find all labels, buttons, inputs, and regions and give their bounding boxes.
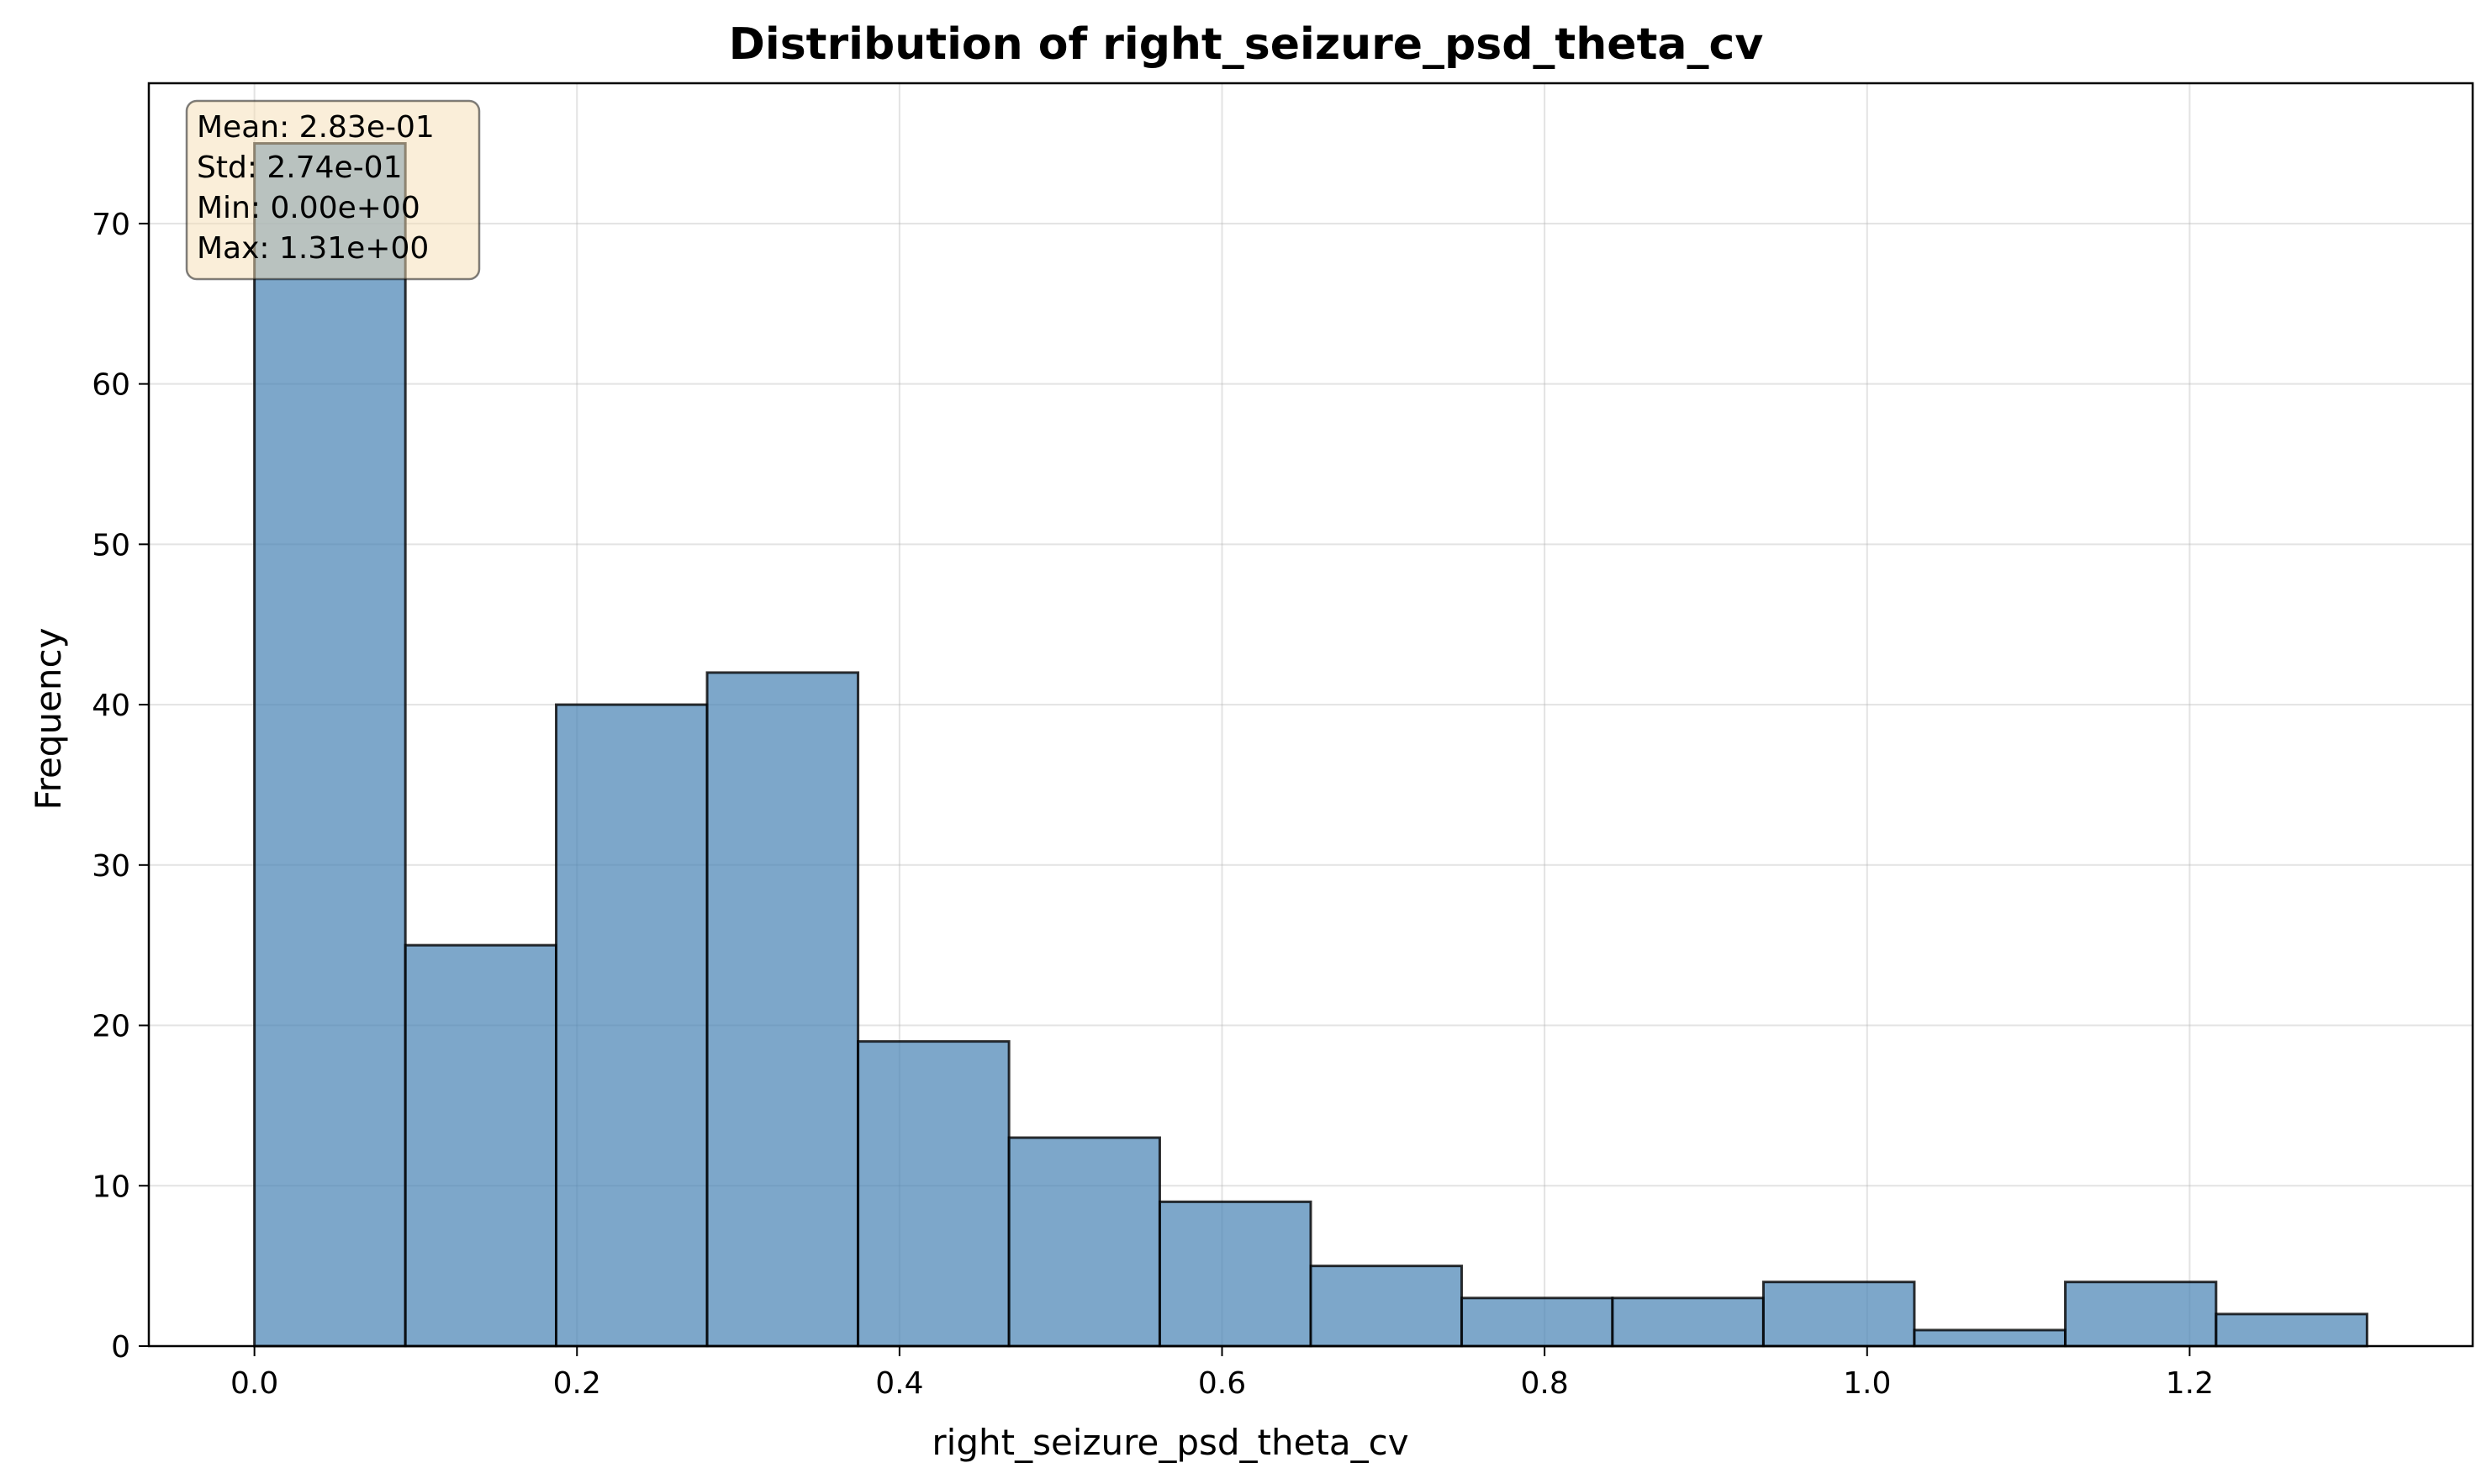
y-tick-label: 70 (92, 208, 130, 242)
histogram-bar (705, 671, 860, 1348)
y-axis-label: Frequency (28, 628, 69, 811)
histogram-bar (2215, 1312, 2368, 1348)
y-tick-label: 30 (92, 849, 130, 884)
histogram-bar (1761, 1281, 1916, 1348)
x-axis-ticks: 0.0 0.2 0.4 0.6 0.8 1.0 1.2 (230, 1346, 2214, 1401)
plot-frame (147, 82, 2474, 1348)
histogram-bar (404, 943, 558, 1348)
y-axis-ticks: 0 10 20 30 40 50 60 70 (92, 208, 149, 1365)
histogram-bar (1158, 1200, 1312, 1348)
y-tick-label: 40 (92, 689, 130, 723)
y-tick-label: 0 (111, 1330, 130, 1365)
y-tick-label: 50 (92, 528, 130, 562)
stats-std: Std: 2.74e-01 (197, 151, 403, 185)
x-tick-label: 0.0 (230, 1366, 278, 1401)
x-tick-label: 0.4 (875, 1366, 923, 1401)
histogram-bar (1309, 1265, 1464, 1348)
y-tick-label: 60 (92, 368, 130, 403)
stats-min: Min: 0.00e+00 (197, 191, 420, 225)
chart-title: Distribution of right_seizure_psd_theta_… (729, 19, 1764, 70)
stats-box: Mean: 2.83e-01 Std: 2.74e-01 Min: 0.00e+… (185, 99, 481, 281)
histogram-bar (1007, 1136, 1161, 1348)
histogram-bar (1611, 1297, 1765, 1348)
grid-lines (149, 83, 2473, 1347)
histogram-bar (555, 703, 709, 1348)
stats-box-background (185, 99, 481, 281)
x-tick-label: 0.6 (1198, 1366, 1246, 1401)
stats-mean: Mean: 2.83e-01 (197, 110, 435, 145)
histogram-bar (253, 142, 407, 1348)
y-tick-label: 20 (92, 1010, 130, 1044)
x-tick-label: 0.8 (1520, 1366, 1568, 1401)
stats-max: Max: 1.31e+00 (197, 231, 429, 266)
histogram-bars (253, 142, 2368, 1348)
x-tick-label: 1.0 (1843, 1366, 1891, 1401)
histogram-bar (857, 1040, 1011, 1348)
histogram-bar (2063, 1281, 2218, 1348)
histogram-bar (1460, 1297, 1614, 1348)
x-axis-label: right_seizure_psd_theta_cv (932, 1422, 1408, 1463)
y-tick-label: 10 (92, 1170, 130, 1204)
x-tick-label: 1.2 (2166, 1366, 2214, 1401)
x-tick-label: 0.2 (553, 1366, 601, 1401)
histogram-bar (1913, 1328, 2067, 1348)
